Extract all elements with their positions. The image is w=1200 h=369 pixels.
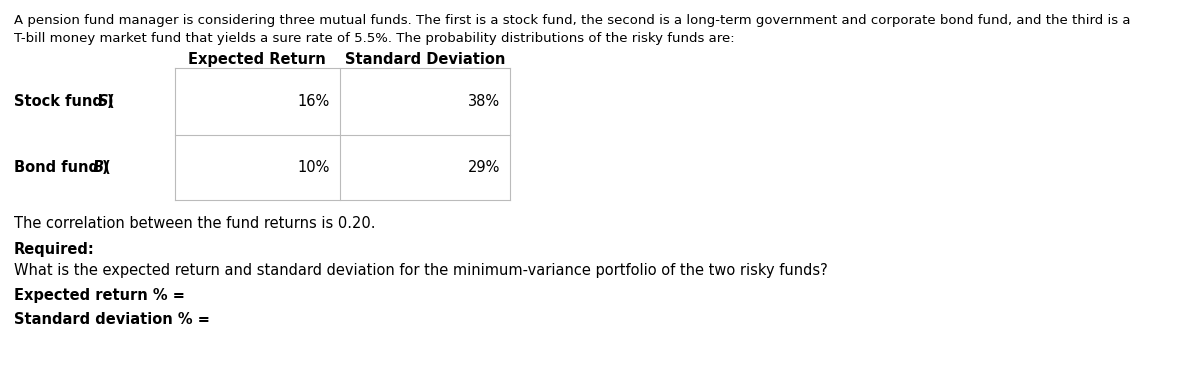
Text: The correlation between the fund returns is 0.20.: The correlation between the fund returns… bbox=[14, 216, 376, 231]
Text: ): ) bbox=[107, 93, 114, 108]
Text: Required:: Required: bbox=[14, 242, 95, 257]
Text: ): ) bbox=[102, 161, 109, 176]
Text: Bond fund (: Bond fund ( bbox=[14, 161, 110, 176]
Text: A pension fund manager is considering three mutual funds. The first is a stock f: A pension fund manager is considering th… bbox=[14, 14, 1130, 27]
Text: B: B bbox=[94, 161, 104, 176]
Text: Standard Deviation: Standard Deviation bbox=[344, 52, 505, 67]
Text: Standard deviation % =: Standard deviation % = bbox=[14, 312, 210, 327]
Text: Expected Return: Expected Return bbox=[188, 52, 326, 67]
Text: 10%: 10% bbox=[298, 161, 330, 176]
Text: S: S bbox=[98, 93, 108, 108]
Text: Stock fund (: Stock fund ( bbox=[14, 93, 115, 108]
Text: Expected return % =: Expected return % = bbox=[14, 288, 185, 303]
Text: What is the expected return and standard deviation for the minimum-variance port: What is the expected return and standard… bbox=[14, 263, 828, 278]
Text: 38%: 38% bbox=[468, 93, 500, 108]
Text: T-bill money market fund that yields a sure rate of 5.5%. The probability distri: T-bill money market fund that yields a s… bbox=[14, 32, 734, 45]
Text: 29%: 29% bbox=[468, 161, 500, 176]
Text: 16%: 16% bbox=[298, 93, 330, 108]
